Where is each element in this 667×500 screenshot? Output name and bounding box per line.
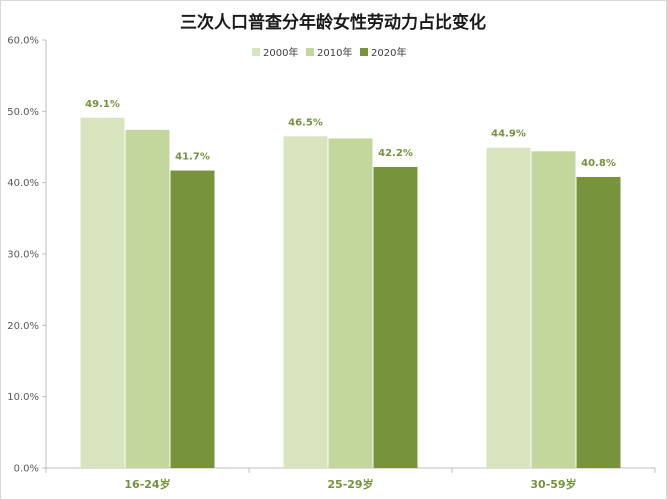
- legend-swatch: [306, 48, 314, 56]
- bar: [125, 129, 170, 468]
- data-label: 41.7%: [175, 152, 210, 163]
- bar: [80, 117, 125, 469]
- x-tick-label: 30-59岁: [530, 477, 576, 491]
- bar: [328, 138, 373, 468]
- legend-entry: 2000年: [263, 46, 298, 59]
- legend-swatch: [252, 48, 260, 56]
- data-label: 44.9%: [491, 129, 526, 140]
- y-tick-label: 50.0%: [7, 107, 39, 118]
- data-label: 40.8%: [581, 158, 616, 169]
- y-tick-label: 30.0%: [7, 250, 39, 261]
- bar: [373, 166, 418, 468]
- legend-swatch: [360, 48, 368, 56]
- bars: [80, 117, 621, 469]
- bar: [283, 136, 328, 469]
- x-tick-label: 16-24岁: [124, 477, 170, 491]
- y-tick-label: 40.0%: [7, 178, 39, 189]
- legend: 2000年 2010年 2020年: [252, 46, 406, 59]
- y-tick-label: 0.0%: [14, 464, 39, 475]
- bar: [531, 151, 576, 468]
- bar: [576, 176, 621, 468]
- y-tick-label: 10.0%: [7, 392, 39, 403]
- y-tick-label: 60.0%: [7, 36, 39, 47]
- legend-entry: 2010年: [317, 46, 352, 59]
- legend-entry: 2020年: [371, 46, 406, 59]
- data-label: 46.5%: [288, 117, 323, 128]
- data-label: 42.2%: [378, 148, 413, 159]
- axes: 0.0% 10.0% 20.0% 30.0% 40.0% 50.0% 60.0% 16-24岁…: [7, 36, 656, 491]
- bar: [486, 147, 531, 469]
- bar: [170, 170, 215, 469]
- data-label: 49.1%: [85, 99, 120, 110]
- data-labels: 49.1% 41.7% 46.5% 42.2% 44.9% 40.8%: [85, 99, 616, 169]
- chart-title: 三次人口普查分年龄女性劳动力占比变化: [180, 12, 486, 33]
- y-tick-label: 20.0%: [7, 321, 39, 332]
- x-tick-label: 25-29岁: [327, 477, 373, 491]
